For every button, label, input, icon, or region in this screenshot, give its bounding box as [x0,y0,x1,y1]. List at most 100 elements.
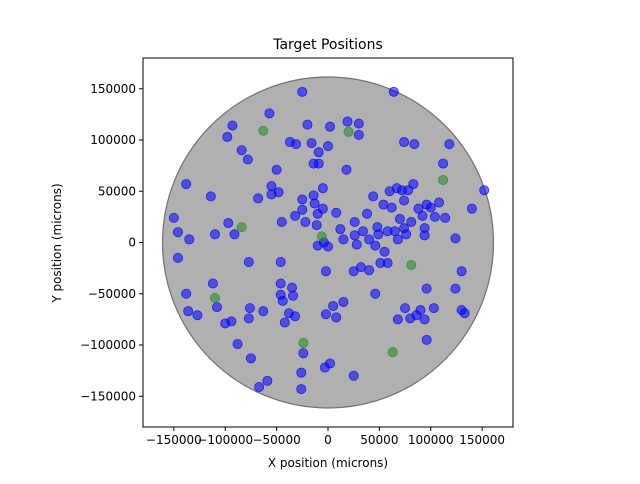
data-point [236,145,247,156]
data-point [409,139,420,150]
data-point [211,302,222,313]
data-point [320,266,331,277]
data-point [349,230,360,241]
data-point [243,256,254,267]
data-point [466,203,477,214]
data-point [287,282,298,293]
data-point [353,118,364,129]
data-point [331,312,342,323]
y-tick-label: −150000 [80,389,136,403]
data-point [392,234,403,245]
data-point [357,226,368,237]
data-point [244,303,255,314]
x-tick-label: 0 [324,433,332,447]
data-point [226,316,237,327]
data-point [313,147,324,158]
data-point [368,191,379,202]
data-point [222,131,233,142]
data-point [440,212,451,223]
data-point [370,240,381,251]
data-point [444,139,455,150]
data-point [172,252,183,263]
y-tick-label: 50000 [98,184,136,198]
data-point [209,292,220,303]
data-point [379,246,390,257]
data-point [243,313,254,324]
data-point [296,367,307,378]
data-point [401,229,412,240]
data-point [229,229,240,240]
x-tick-label: 50000 [360,433,398,447]
data-point [325,121,336,132]
data-point [429,211,440,222]
data-point [316,231,327,242]
data-point [406,216,417,227]
y-tick-label: −50000 [88,287,136,301]
data-point [313,158,324,169]
data-point [450,233,461,244]
data-point [351,239,362,250]
data-point [273,187,284,198]
data-point [309,198,320,209]
data-point [364,234,375,245]
data-point [322,241,333,252]
data-point [236,222,247,233]
x-tick-label: −50000 [252,433,300,447]
data-point [415,305,426,316]
y-tick-label: 0 [128,236,136,250]
data-point [335,224,346,235]
data-point [290,210,301,221]
data-point [331,207,342,218]
data-point [245,353,256,364]
data-point [343,126,354,137]
data-point [417,210,428,221]
data-point [296,384,307,395]
data-point [242,154,253,165]
data-point [378,199,389,210]
data-point [308,190,319,201]
data-point [297,204,308,215]
data-point [459,308,470,319]
data-point [456,266,467,277]
data-point [419,230,430,241]
data-point [168,212,179,223]
data-point [433,197,444,208]
data-point [232,338,243,349]
data-point [394,213,405,224]
data-point [205,191,216,202]
data-point [181,179,192,190]
data-point [317,183,328,194]
data-point [172,227,183,238]
data-point [322,141,333,152]
data-point [341,164,352,175]
data-point [264,108,275,119]
data-point [262,375,273,386]
data-point [425,202,436,213]
data-point [479,185,490,196]
data-point [388,86,399,97]
y-axis-label: Y position (microns) [50,183,64,303]
data-point [227,120,238,131]
data-point [192,310,203,321]
data-point [181,288,192,299]
data-point [400,303,411,314]
data-point [306,138,317,149]
data-point [342,116,353,127]
data-point [338,234,349,245]
data-point [311,220,322,231]
data-point [387,347,398,358]
data-point [302,119,313,130]
axes: −150000−100000 −50000 0 50000 100000 150000−1… [80,57,514,447]
data-point [298,337,309,348]
data-point [438,158,449,169]
data-point [399,195,410,206]
y-tick-label: 100000 [90,133,136,147]
data-point [399,137,410,148]
data-points [168,86,490,395]
data-point [300,216,311,227]
data-point [362,208,373,219]
data-point [353,129,364,140]
data-point [349,216,360,227]
